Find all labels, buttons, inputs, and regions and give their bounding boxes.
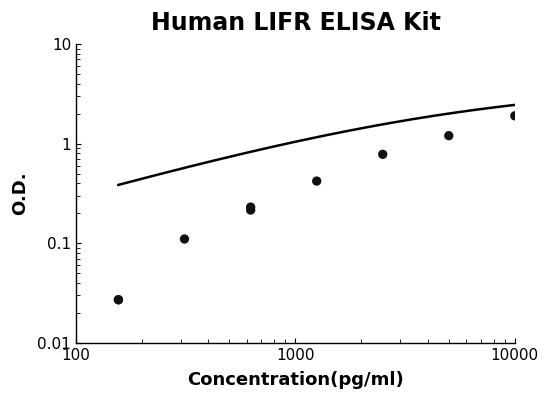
Point bbox=[510, 113, 519, 119]
Point bbox=[378, 151, 387, 158]
Point bbox=[444, 132, 453, 139]
Point bbox=[114, 296, 123, 303]
Title: Human LIFR ELISA Kit: Human LIFR ELISA Kit bbox=[151, 11, 441, 35]
Point bbox=[114, 296, 123, 303]
Point bbox=[180, 236, 189, 242]
Y-axis label: O.D.: O.D. bbox=[11, 172, 29, 215]
X-axis label: Concentration(pg/ml): Concentration(pg/ml) bbox=[187, 371, 404, 389]
Point bbox=[246, 204, 255, 210]
Point bbox=[312, 178, 321, 184]
Point bbox=[246, 207, 255, 213]
